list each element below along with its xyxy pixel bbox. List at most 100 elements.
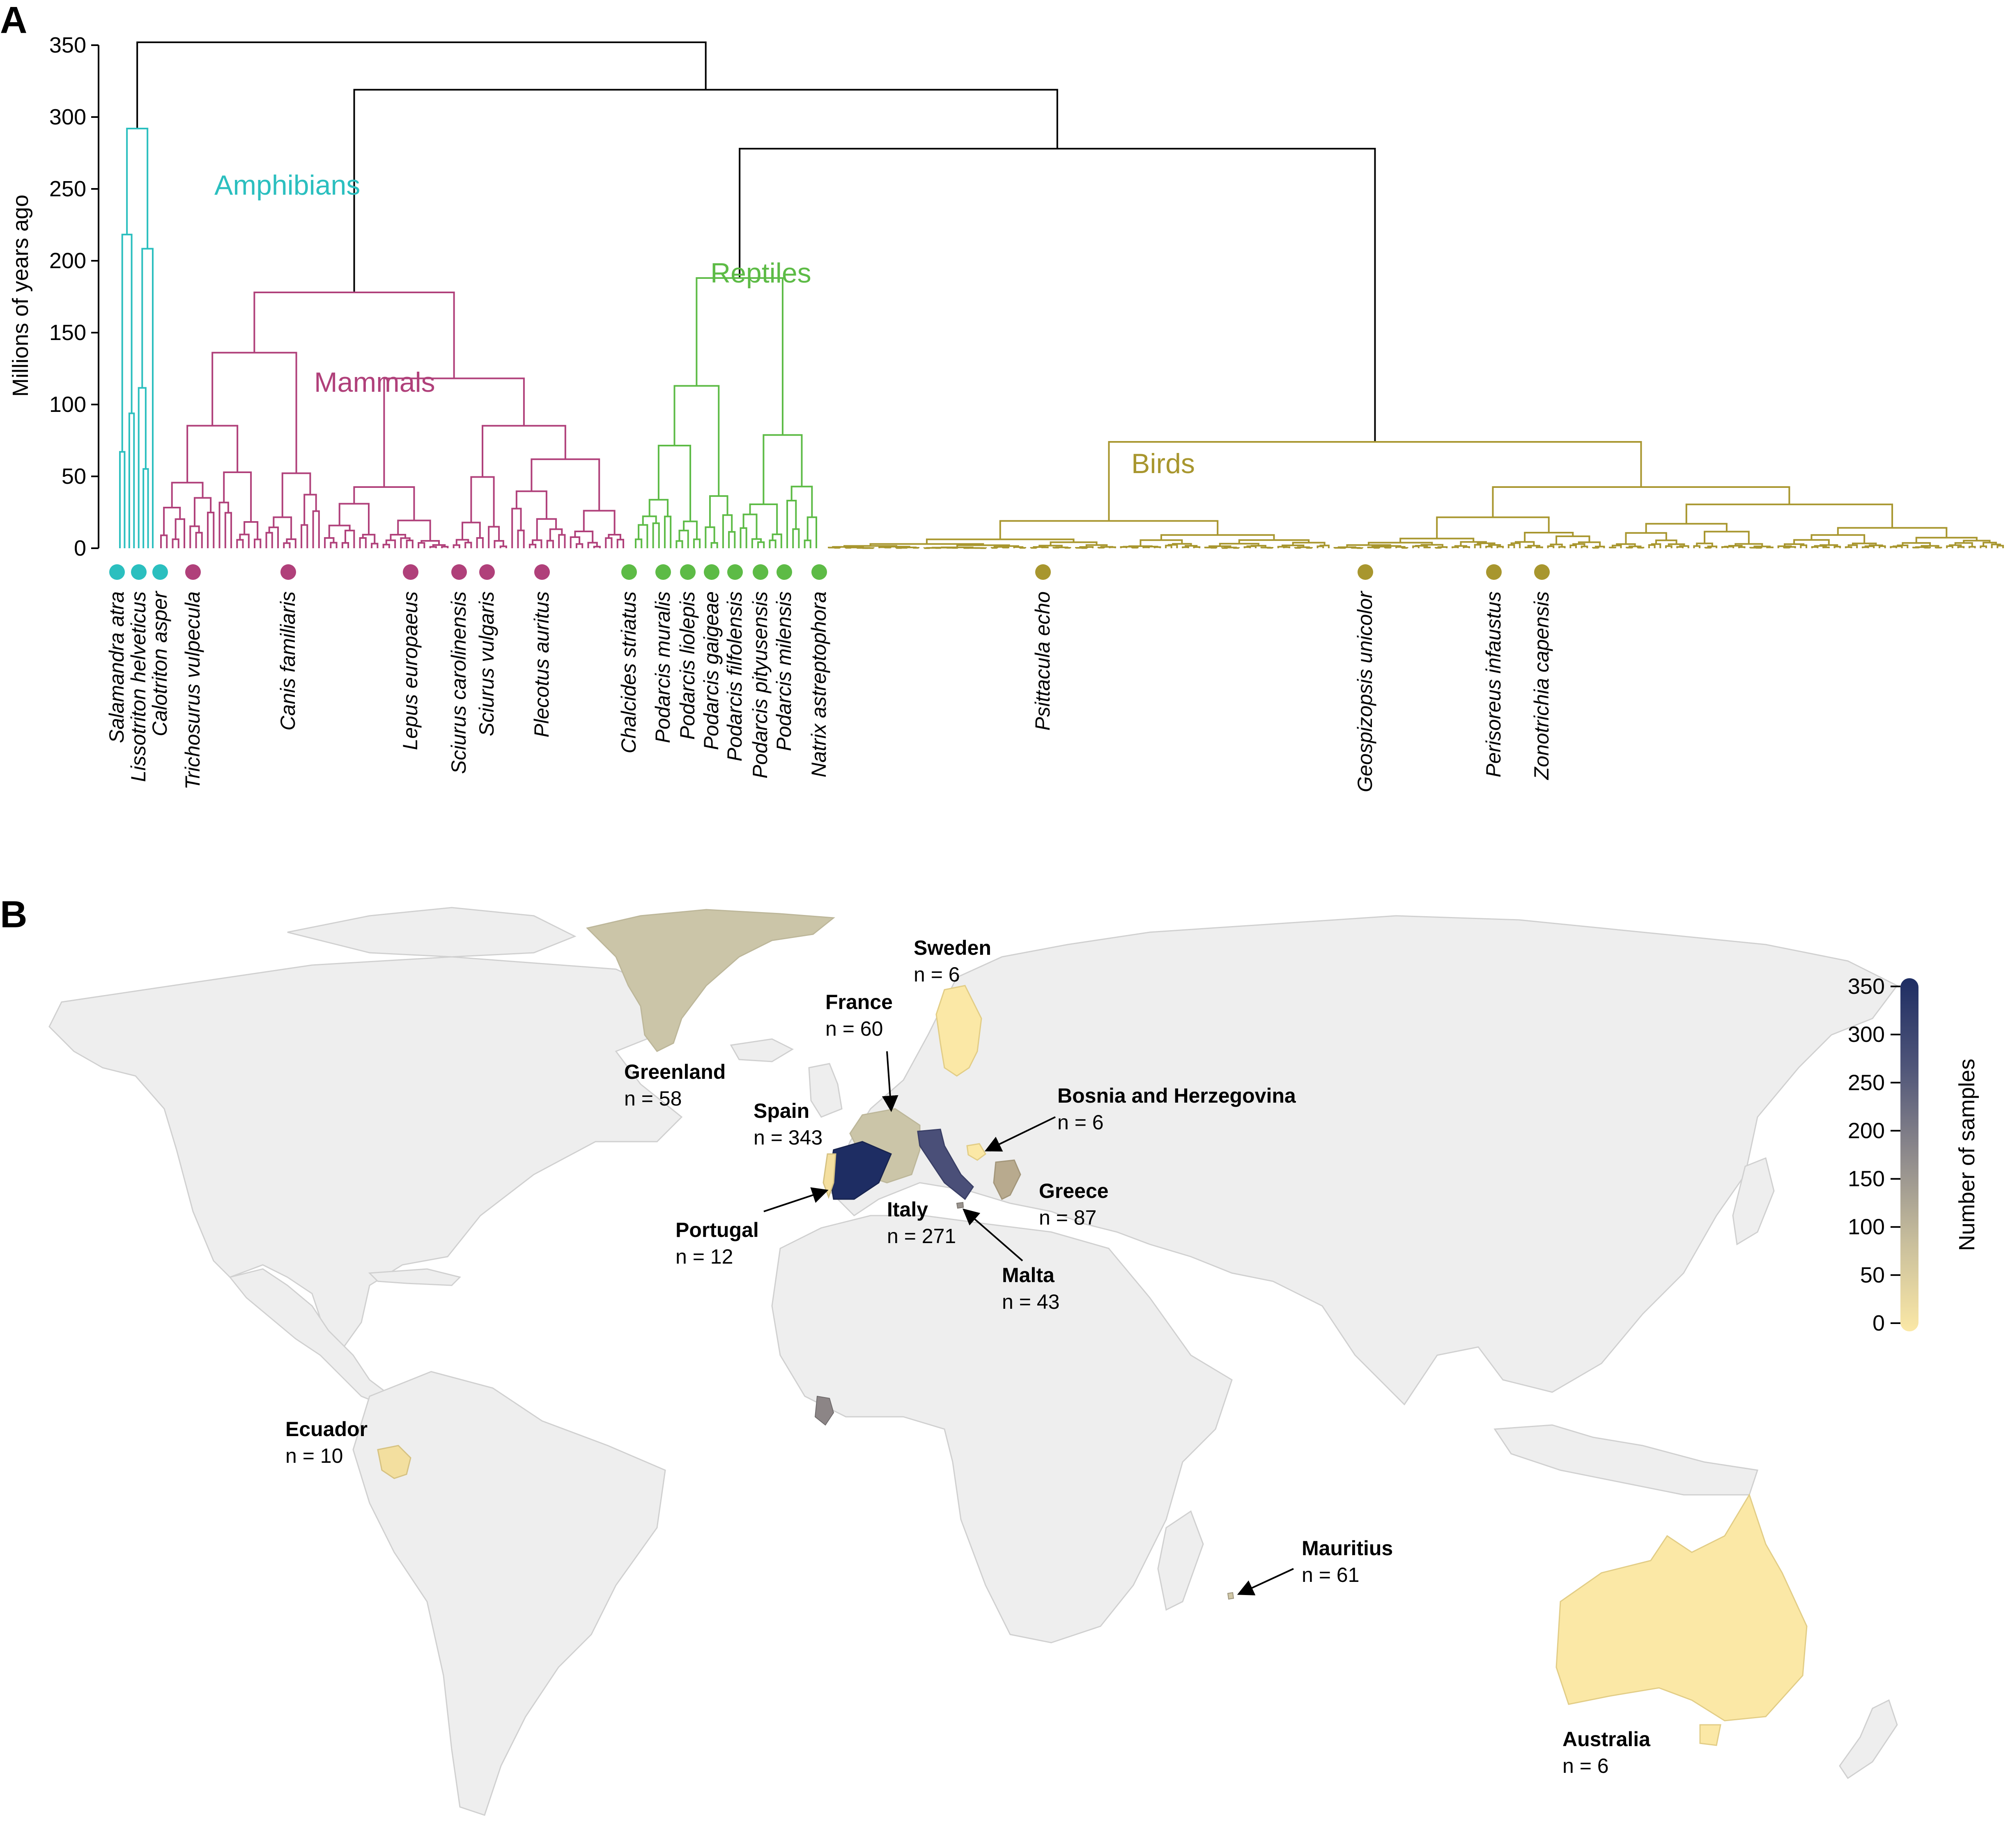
tree-branch — [1861, 546, 1869, 548]
landmass-uk — [808, 1063, 843, 1118]
tree-branch — [806, 516, 817, 548]
tree-branch — [1594, 545, 1605, 548]
colorbar-tick-label: 350 — [1848, 974, 1885, 999]
tree-branch — [138, 387, 147, 548]
tree-branch — [638, 524, 648, 548]
label-australia-name: Australia — [1562, 1728, 1651, 1751]
tree-branch — [1507, 544, 1515, 548]
y-tick-label: 50 — [62, 464, 86, 489]
tree-branch — [303, 494, 317, 525]
tree-branch — [1193, 546, 1201, 548]
tree-branch — [1676, 546, 1684, 548]
tree-branch — [696, 277, 783, 435]
tree-branch — [1555, 535, 1590, 545]
tree-branch — [1224, 547, 1237, 549]
tree-branch — [1297, 546, 1310, 548]
tree-branch — [193, 497, 212, 526]
tree-branch — [1524, 546, 1532, 548]
y-tick-label: 300 — [49, 105, 86, 129]
colorbar-tick-label: 150 — [1848, 1167, 1885, 1191]
tree-branch — [441, 546, 449, 548]
tree-branch — [253, 292, 455, 379]
species-label: Natrix astreptophora — [807, 591, 830, 777]
tree-branch — [265, 532, 273, 548]
country-bosnia-and-herzegovina — [966, 1143, 986, 1161]
tree-backbone — [136, 41, 1376, 442]
annotation-arrows — [763, 1051, 1294, 1595]
tree-branch — [418, 542, 425, 548]
tree-branch — [195, 532, 203, 548]
tree-branch — [1167, 544, 1178, 548]
tree-branch — [1033, 546, 1046, 548]
landmass-iceland — [730, 1038, 794, 1062]
species-dot — [451, 564, 467, 580]
species-dot — [131, 564, 147, 580]
tree-branch — [224, 512, 232, 548]
country-greenland — [586, 909, 835, 1052]
tree-branch — [608, 534, 621, 540]
tree-branch — [1319, 545, 1330, 548]
label-france-count: n = 60 — [825, 1017, 883, 1040]
tree-branch — [211, 352, 297, 473]
colorbar-tick-label: 300 — [1848, 1022, 1885, 1047]
tree-branch — [470, 476, 495, 527]
tree-branch — [1182, 546, 1189, 548]
tree-branch — [429, 546, 437, 548]
tree-branch — [1569, 544, 1577, 548]
species-label: Trichosurus vulpecula — [181, 591, 204, 790]
tree-branch — [574, 531, 594, 543]
tree-branch — [1367, 542, 1433, 545]
tree-branch — [1946, 545, 1953, 548]
arrow-malta — [962, 1208, 1023, 1262]
tree-branch — [141, 248, 154, 548]
country-malta — [956, 1202, 964, 1209]
tree-branch — [693, 538, 701, 548]
amphibian-subtree — [119, 128, 154, 548]
tree-branch — [528, 544, 537, 548]
tree-branch — [832, 546, 857, 548]
tree-branch — [1460, 541, 1487, 546]
tree-branch — [1451, 546, 1459, 548]
label-spain-count: n = 343 — [754, 1126, 822, 1149]
tree-branch — [1524, 531, 1574, 542]
clade-label-mammals: Mammals — [314, 367, 435, 398]
tree-branch — [1980, 545, 1987, 548]
tree-branch — [593, 546, 601, 548]
tree-branch — [1436, 516, 1550, 539]
species-label: Podarcis gaigeae — [700, 591, 723, 750]
tree-branch — [786, 499, 797, 548]
species-label: Geospizopsis unicolor — [1353, 591, 1376, 792]
species-label: Salamandra atra — [105, 591, 128, 743]
tree-branch — [1655, 539, 1677, 545]
tree-branch — [1140, 539, 1183, 547]
species-label: Podarcis filfolensis — [723, 591, 746, 761]
tree-branch — [1283, 546, 1291, 548]
tree-branch — [769, 539, 777, 548]
species-dot — [753, 564, 768, 580]
tree-branch — [1651, 543, 1661, 548]
species-dot — [1035, 564, 1051, 580]
tree-branch — [1454, 545, 1468, 547]
tree-branch — [1437, 546, 1448, 548]
tree-branch — [531, 458, 600, 511]
tree-branch — [1108, 441, 1642, 521]
label-portugal-count: n = 12 — [675, 1245, 733, 1268]
tree-branch — [453, 544, 460, 548]
tree-branch — [207, 512, 215, 548]
species-dot — [1358, 564, 1373, 580]
tree-branch — [499, 545, 507, 548]
species-dot — [1534, 564, 1550, 580]
tree-branch — [941, 546, 974, 548]
tree-branch — [751, 538, 762, 548]
clade-label-reptiles: Reptiles — [710, 257, 811, 289]
tree-branch — [494, 540, 504, 548]
tree-branch — [128, 412, 135, 548]
tree-branch — [1100, 546, 1114, 548]
tree-branch — [664, 515, 672, 548]
tree-branch — [652, 522, 660, 548]
label-malta-name: Malta — [1002, 1264, 1055, 1287]
tree-branch — [1367, 546, 1378, 548]
tree-branch — [362, 533, 376, 544]
